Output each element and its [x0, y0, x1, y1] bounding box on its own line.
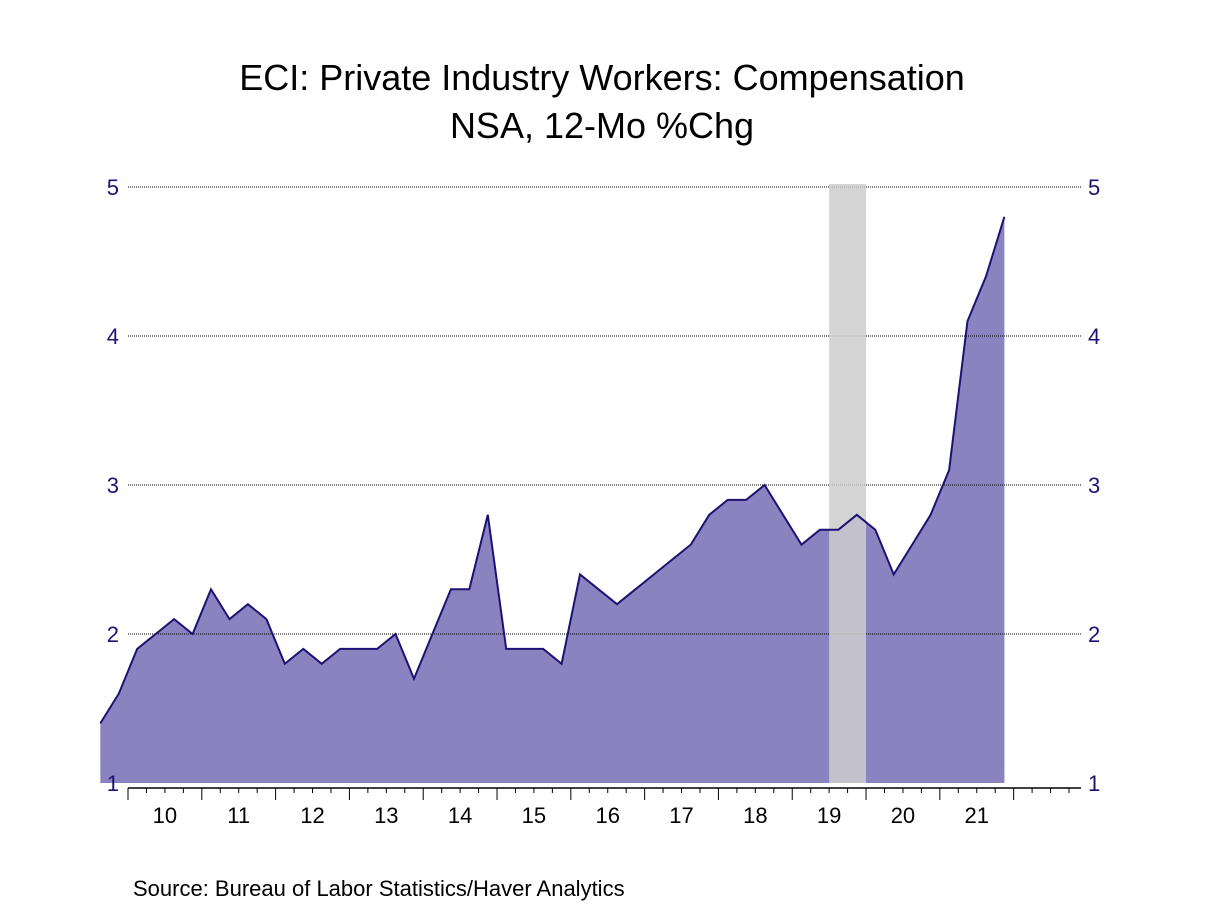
- x-tick-label: 21: [965, 803, 989, 828]
- recession-band: [829, 184, 867, 783]
- x-tick-label: 13: [374, 803, 398, 828]
- x-tick-label: 18: [743, 803, 767, 828]
- x-tick-label: 19: [817, 803, 841, 828]
- series-area: [100, 216, 1005, 784]
- y-tick-label-right: 4: [1088, 324, 1100, 349]
- x-tick-label: 12: [300, 803, 324, 828]
- chart-subtitle: NSA, 12-Mo %Chg: [450, 105, 754, 146]
- y-tick-label-left: 1: [107, 771, 119, 796]
- x-tick-label: 10: [153, 803, 177, 828]
- y-tick-label-right: 1: [1088, 771, 1100, 796]
- y-tick-label-right: 5: [1088, 175, 1100, 200]
- y-tick-label-left: 3: [107, 473, 119, 498]
- y-tick-label-left: 5: [107, 175, 119, 200]
- x-tick-label: 11: [227, 803, 250, 828]
- y-tick-label-left: 2: [107, 622, 119, 647]
- y-tick-label-right: 3: [1088, 473, 1100, 498]
- y-tick-label-left: 4: [107, 324, 119, 349]
- x-tick-label: 16: [595, 803, 619, 828]
- chart-title: ECI: Private Industry Workers: Compensat…: [239, 57, 965, 98]
- plot-area: 10 11 12 13 14 15 16 17 18 19 20 211 12 23 34 45 5: [99, 175, 1100, 828]
- source-note: Source: Bureau of Labor Statistics/Haver…: [133, 876, 625, 901]
- x-tick-label: 14: [448, 803, 472, 828]
- x-tick-label: 20: [891, 803, 915, 828]
- y-tick-label-right: 2: [1088, 622, 1100, 647]
- series-line: [99, 216, 1006, 724]
- x-tick-label: 17: [669, 803, 693, 828]
- x-tick-label: 15: [522, 803, 546, 828]
